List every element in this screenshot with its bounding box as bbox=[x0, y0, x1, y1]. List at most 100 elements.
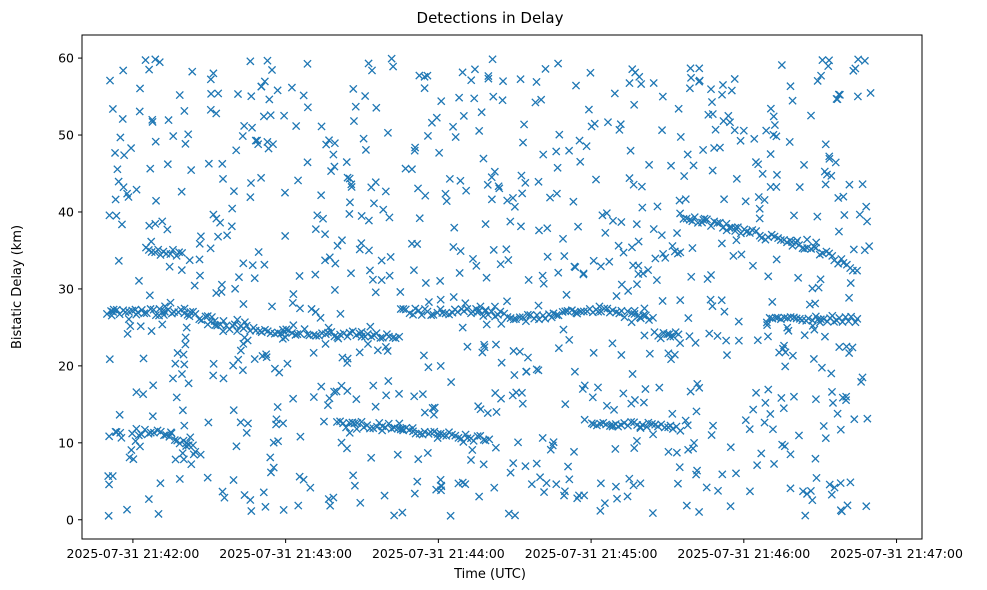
detection-point bbox=[761, 398, 770, 407]
detection-point bbox=[725, 118, 735, 127]
detection-point bbox=[836, 479, 845, 488]
detection-point bbox=[794, 273, 803, 282]
detection-point bbox=[563, 462, 573, 471]
detection-point bbox=[115, 410, 124, 419]
detection-point bbox=[384, 419, 393, 428]
detection-point bbox=[576, 307, 585, 316]
detection-point bbox=[768, 297, 777, 306]
detection-point bbox=[154, 509, 163, 518]
detection-point bbox=[173, 348, 182, 358]
detection-point bbox=[135, 84, 145, 93]
detection-point bbox=[836, 425, 845, 434]
detection-point bbox=[816, 275, 825, 284]
detection-point bbox=[424, 363, 433, 372]
detection-point bbox=[413, 477, 422, 486]
detection-point bbox=[139, 354, 148, 363]
detection-point bbox=[330, 285, 339, 295]
detection-point bbox=[105, 432, 114, 441]
detection-point bbox=[628, 369, 637, 379]
detection-point bbox=[730, 74, 739, 84]
detection-point bbox=[108, 104, 117, 114]
detection-point bbox=[356, 498, 365, 507]
detection-point bbox=[141, 56, 150, 65]
detection-point bbox=[545, 193, 555, 202]
detection-point bbox=[637, 182, 646, 191]
detection-point bbox=[408, 310, 418, 319]
detection-point bbox=[263, 56, 272, 65]
detection-point bbox=[521, 462, 530, 471]
y-axis-ticks: 0 10 20 30 40 50 60 bbox=[58, 51, 82, 527]
detection-point bbox=[355, 348, 364, 357]
detection-point bbox=[497, 319, 506, 328]
detection-point bbox=[580, 415, 589, 424]
detection-point bbox=[250, 274, 259, 283]
detection-point bbox=[309, 348, 318, 357]
detection-point bbox=[320, 256, 330, 265]
detection-point bbox=[808, 496, 817, 505]
detection-point bbox=[565, 335, 574, 344]
detection-point bbox=[672, 228, 682, 238]
detection-point bbox=[834, 193, 843, 203]
detection-point bbox=[706, 270, 716, 280]
detection-point bbox=[313, 211, 322, 220]
detection-point bbox=[135, 442, 145, 451]
detection-point bbox=[188, 67, 197, 76]
detection-point bbox=[428, 403, 437, 413]
detection-point bbox=[436, 295, 445, 304]
detection-point bbox=[508, 193, 518, 202]
detection-point bbox=[669, 332, 678, 341]
detection-point bbox=[175, 439, 184, 448]
detection-point bbox=[695, 64, 704, 73]
y-tick-label: 60 bbox=[58, 51, 74, 66]
detection-point bbox=[102, 309, 112, 318]
detection-point bbox=[367, 183, 376, 192]
detection-point bbox=[855, 210, 864, 219]
detection-point bbox=[364, 246, 374, 255]
detection-point bbox=[368, 275, 377, 284]
detection-point bbox=[579, 270, 588, 279]
detection-point bbox=[679, 214, 688, 223]
x-axis-ticks: 2025-07-31 21:42:00 2025-07-31 21:43:00 20… bbox=[67, 539, 963, 561]
detection-point bbox=[611, 444, 620, 453]
detection-point bbox=[399, 304, 408, 314]
detection-point bbox=[181, 139, 190, 148]
detection-point bbox=[395, 332, 404, 341]
detection-point bbox=[657, 126, 667, 135]
detection-point bbox=[451, 132, 460, 142]
detection-point bbox=[122, 505, 132, 514]
detection-point bbox=[627, 309, 636, 318]
detection-point bbox=[229, 406, 238, 415]
detection-point bbox=[345, 428, 354, 437]
detection-point bbox=[693, 379, 702, 388]
detection-point bbox=[303, 158, 312, 167]
detection-point bbox=[699, 145, 708, 154]
detection-point bbox=[367, 66, 377, 75]
detection-point bbox=[311, 225, 320, 234]
detection-point bbox=[569, 447, 579, 456]
detection-point bbox=[420, 84, 429, 93]
detection-point bbox=[612, 494, 622, 503]
detection-point bbox=[840, 210, 849, 220]
detection-point bbox=[178, 449, 187, 458]
detection-point bbox=[817, 71, 826, 80]
detection-point bbox=[270, 364, 279, 373]
detection-point bbox=[508, 391, 517, 400]
detection-point bbox=[554, 59, 563, 68]
detection-point bbox=[436, 361, 445, 370]
detection-point bbox=[254, 247, 263, 257]
detection-point bbox=[184, 379, 193, 388]
detection-point bbox=[705, 329, 714, 338]
detection-point bbox=[588, 393, 597, 402]
detection-point bbox=[538, 271, 547, 280]
detection-point bbox=[552, 480, 561, 489]
detection-point bbox=[127, 445, 136, 455]
detection-point bbox=[656, 334, 665, 343]
detection-point bbox=[522, 367, 531, 376]
detection-point bbox=[630, 100, 639, 109]
detection-point bbox=[683, 421, 692, 430]
detection-point bbox=[381, 187, 390, 196]
detection-point bbox=[515, 313, 524, 322]
detection-point bbox=[242, 428, 251, 437]
detection-point bbox=[317, 382, 326, 391]
detection-point bbox=[685, 84, 694, 93]
